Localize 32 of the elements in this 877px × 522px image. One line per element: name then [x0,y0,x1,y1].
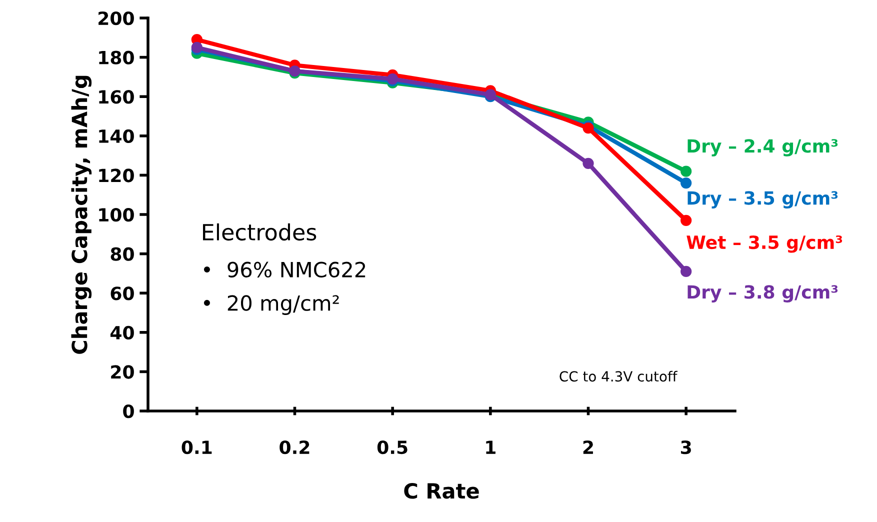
y-tick-label: 100 [99,208,134,222]
y-tick-label: 200 [98,11,134,26]
annotation: CC to 4.3V cutoff [560,370,678,382]
x-tick-label: 2 [583,440,593,454]
point [680,166,692,177]
series-label: Dry – 2.4 g/cm³ [688,139,838,156]
x-tick-label: 1 [486,440,496,454]
x-tick-label: 0.1 [182,440,212,454]
y-tick-label: 140 [99,129,134,144]
y-axis-title: Charge Capacity, mAh/g [71,76,92,354]
y-tick-label: 120 [99,168,134,182]
x-tick-label: 3 [681,440,691,454]
point [680,214,692,226]
y-tick-label: 80 [110,247,134,261]
x-tick-label: 0.5 [377,440,408,454]
annotation: • 20 mg/cm² [204,295,339,315]
y-tick-label: 40 [110,326,134,340]
y-tick-label: 180 [99,50,134,64]
series-label: Dry – 3.8 g/cm³ [688,285,838,302]
point [680,178,692,189]
series-label: Dry – 3.5 g/cm³ [688,191,838,208]
annotation: • 96% NMC622 [204,262,366,278]
annotation: Electrodes [203,223,316,241]
point [582,158,594,169]
series-label: Wet – 3.5 g/cm³ [686,235,842,253]
x-tick-label: 0.2 [280,440,310,454]
y-tick-label: 20 [111,365,134,379]
point [680,266,692,278]
x-axis-title: C Rate [404,483,479,499]
y-tick-label: 0 [123,404,134,418]
y-tick-label: 60 [110,286,134,300]
y-tick-label: 160 [99,90,134,104]
